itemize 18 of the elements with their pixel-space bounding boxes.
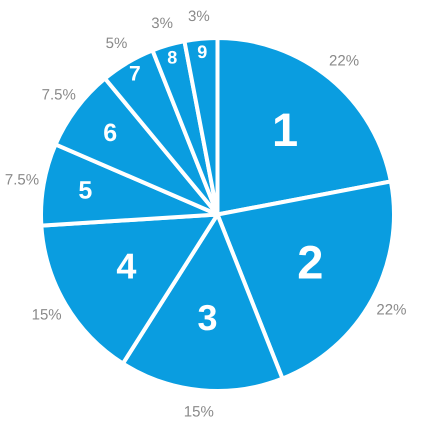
slice-label: 6 bbox=[103, 118, 118, 147]
data-label: 15% bbox=[184, 403, 214, 420]
slice-label: 8 bbox=[167, 48, 178, 68]
slice-label: 7 bbox=[129, 62, 141, 86]
data-label: 5% bbox=[106, 34, 128, 52]
data-label: 22% bbox=[329, 52, 360, 70]
data-label: 15% bbox=[32, 306, 62, 324]
slice-label: 5 bbox=[78, 176, 92, 204]
slice-label: 2 bbox=[297, 235, 324, 288]
data-label: 7.5% bbox=[4, 172, 40, 189]
data-label: 7.5% bbox=[42, 86, 76, 104]
slice-label: 9 bbox=[197, 42, 208, 62]
data-label: 22% bbox=[376, 301, 406, 318]
data-label: 3% bbox=[188, 8, 210, 26]
slice-label: 4 bbox=[116, 245, 136, 286]
slice-label: 1 bbox=[272, 102, 298, 156]
data-label: 3% bbox=[151, 15, 173, 32]
slice-label: 3 bbox=[198, 296, 218, 338]
